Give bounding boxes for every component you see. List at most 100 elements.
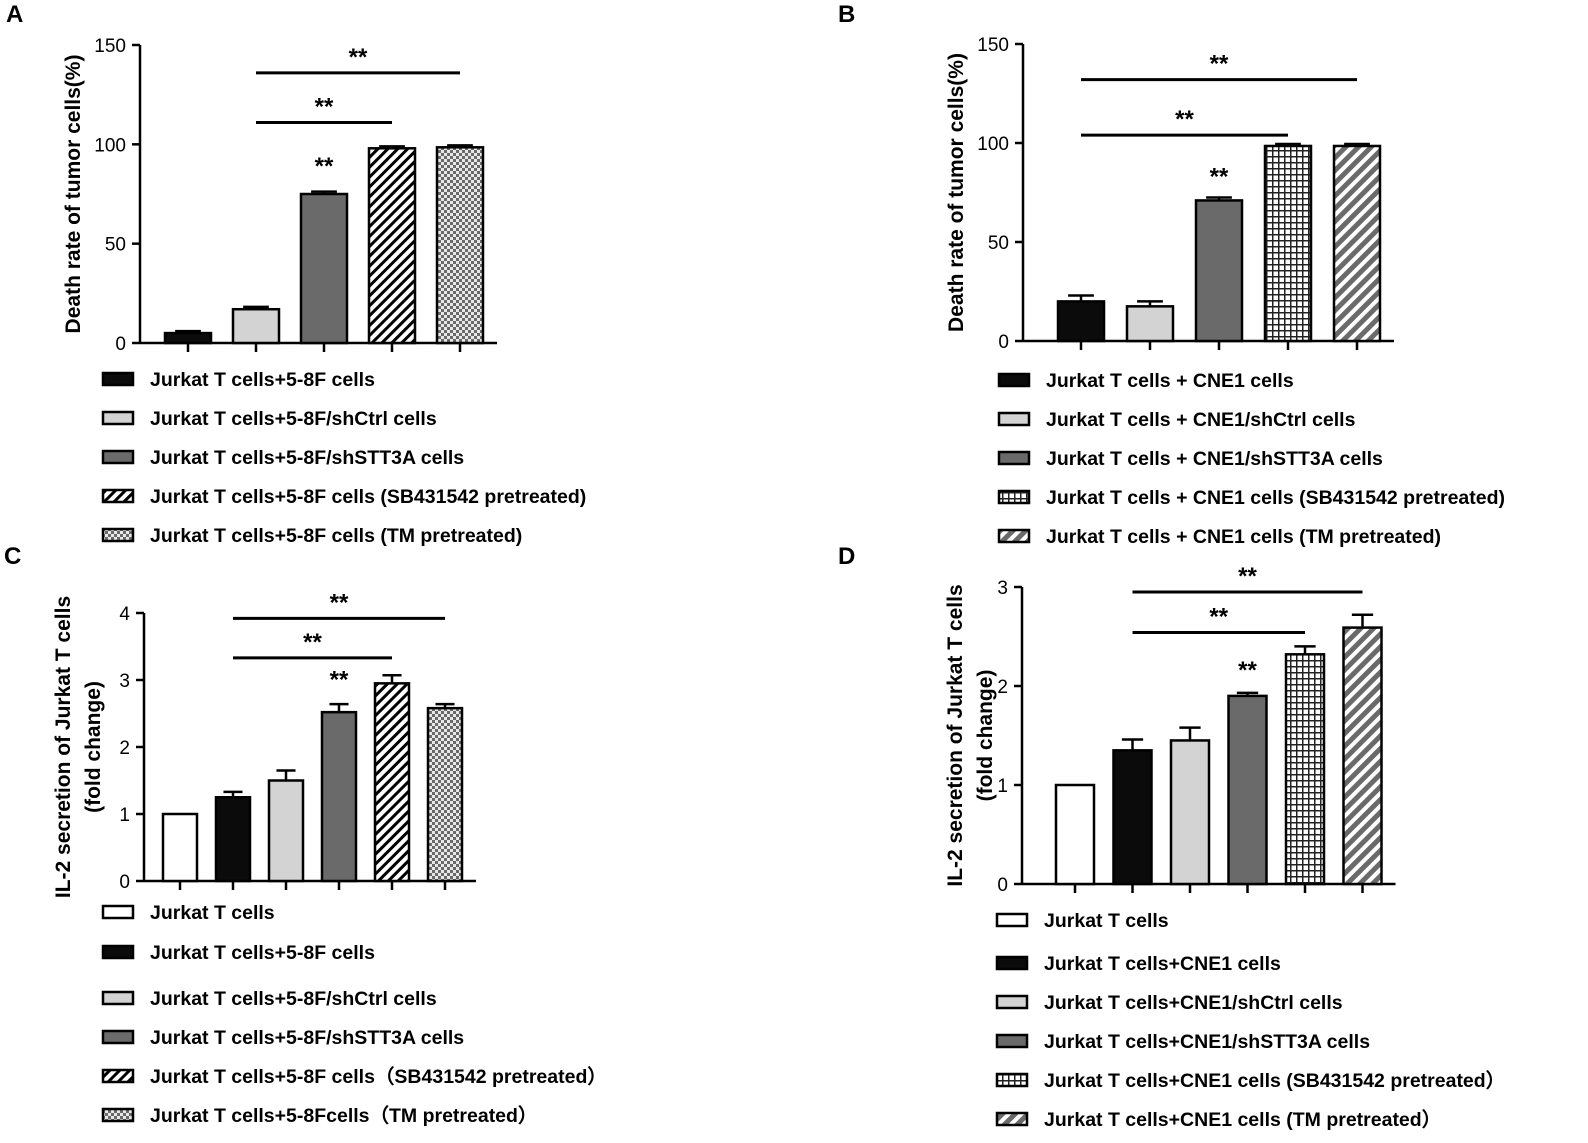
y-tick-label: 0 — [998, 332, 1009, 353]
legend-swatch — [995, 912, 1029, 928]
legend-label: Jurkat T cells+CNE1/shCtrl cells — [1044, 992, 1343, 1014]
y-tick-label: 2 — [997, 677, 1008, 698]
panel-label-c: C — [4, 543, 21, 570]
y-tick-label: 3 — [119, 671, 130, 692]
y-tick-label: 50 — [105, 235, 126, 256]
significance-label: ** — [1209, 604, 1228, 631]
y-axis-title: IL-2 secretion of Jurkat T cells — [944, 584, 967, 886]
legend-label: Jurkat T cells + CNE1/shCtrl cells — [1046, 409, 1356, 431]
y-tick-label: 0 — [119, 872, 130, 893]
legend-swatch — [101, 449, 135, 465]
bar — [299, 192, 349, 345]
legend-label: Jurkat T cells+5-8F cells — [150, 369, 375, 391]
legend-swatch — [101, 371, 135, 387]
panel-label-a: A — [6, 1, 23, 28]
y-tick-label: 100 — [94, 135, 126, 156]
legend-label: Jurkat T cells+5-8F cells（SB431542 pretr… — [150, 1065, 607, 1088]
bar — [163, 331, 213, 345]
legend-label: Jurkat T cells+5-8F/shSTT3A cells — [150, 1027, 464, 1049]
legend-label: Jurkat T cells+5-8F cells (SB431542 pret… — [150, 486, 586, 508]
legend-label: Jurkat T cells — [1044, 910, 1169, 932]
significance-label: ** — [330, 666, 349, 693]
significance-label: ** — [1238, 563, 1257, 590]
legend-label: Jurkat T cells + CNE1 cells (TM pretreat… — [1046, 526, 1441, 548]
legend-swatch — [101, 488, 135, 504]
significance-label: ** — [315, 93, 334, 120]
y-axis-title-line2: (fold change) — [82, 681, 105, 813]
y-tick-label: 0 — [115, 334, 126, 355]
chart-panel-c: 0 1 2 3 4 IL-2 secretion of Jurkat T cells (fo… — [52, 589, 607, 1127]
y-axis-title-line2: (fold change) — [974, 670, 997, 802]
legend-swatch — [997, 528, 1031, 544]
bar — [1125, 305, 1175, 343]
significance-label: ** — [330, 589, 349, 616]
y-tick-label: 1 — [997, 776, 1008, 797]
y-tick-label: 4 — [119, 604, 130, 625]
legend-swatch — [101, 527, 135, 543]
bar — [1263, 144, 1313, 343]
y-tick-label: 100 — [977, 134, 1009, 155]
legend-label: Jurkat T cells — [150, 902, 275, 924]
legend-swatch — [995, 955, 1029, 971]
legend-label: Jurkat T cells+CNE1 cells — [1044, 953, 1281, 975]
bar — [1056, 300, 1106, 343]
y-tick-label: 3 — [997, 578, 1008, 599]
legend-label: Jurkat T cells + CNE1 cells (SB431542 pr… — [1046, 487, 1505, 509]
legend-label: Jurkat T cells+5-8F/shSTT3A cells — [150, 447, 464, 469]
bar — [1112, 749, 1153, 886]
bar — [1194, 199, 1244, 343]
chart-panel-d: 0 1 2 3 IL-2 secretion of Jurkat T cells (fol… — [944, 563, 1505, 1131]
legend-swatch — [101, 944, 135, 960]
bar — [1227, 694, 1268, 886]
bar — [1284, 653, 1326, 886]
bar — [267, 779, 305, 883]
legend-swatch — [997, 450, 1031, 466]
legend-label: Jurkat T cells+5-8Fcells（TM pretreated） — [150, 1104, 537, 1127]
bar — [1054, 783, 1096, 886]
legend-swatch — [101, 990, 135, 1006]
legend-swatch — [997, 411, 1031, 427]
y-axis-title: Death rate of tumor cells(%) — [62, 55, 85, 334]
legend-swatch — [101, 1029, 135, 1045]
y-axis-title: Death rate of tumor cells(%) — [945, 53, 968, 332]
legend-swatch — [997, 372, 1031, 388]
legend-swatch — [101, 1107, 135, 1123]
legend-label: Jurkat T cells+5-8F/shCtrl cells — [150, 988, 437, 1010]
legend-label: Jurkat T cells+CNE1 cells (TM pretreated… — [1044, 1108, 1441, 1131]
y-tick-label: 0 — [997, 875, 1008, 896]
legend-label: Jurkat T cells+5-8F cells (TM pretreated… — [150, 525, 522, 547]
y-tick-label: 2 — [119, 738, 130, 759]
legend-swatch — [101, 410, 135, 426]
significance-label: ** — [349, 44, 368, 71]
legend-swatch — [995, 1072, 1029, 1088]
significance-label: ** — [1210, 164, 1229, 191]
legend-swatch — [995, 1033, 1029, 1049]
bar — [1169, 739, 1211, 886]
legend-swatch — [997, 489, 1031, 505]
legend-swatch — [101, 1068, 135, 1084]
bar — [320, 710, 358, 883]
chart-panel-a: 0 50 100 150 Death rate of tumor cells(%) ** *… — [62, 36, 586, 547]
legend-label: Jurkat T cells + CNE1/shSTT3A cells — [1046, 448, 1383, 470]
bar — [231, 307, 281, 345]
legend-swatch — [101, 904, 135, 920]
bar — [214, 796, 252, 883]
bar — [1332, 144, 1382, 343]
legend-label: Jurkat T cells + CNE1 cells — [1046, 370, 1294, 392]
legend-label: Jurkat T cells+CNE1 cells (SB431542 pret… — [1044, 1069, 1505, 1092]
y-tick-label: 50 — [988, 233, 1009, 254]
bar — [161, 812, 199, 883]
legend-label: Jurkat T cells+CNE1/shSTT3A cells — [1044, 1031, 1370, 1053]
significance-label: ** — [1210, 51, 1229, 78]
y-tick-label: 150 — [94, 36, 126, 57]
significance-label: ** — [1175, 106, 1194, 133]
panel-label-d: D — [838, 543, 855, 570]
chart-panel-b: 0 50 100 150 Death rate of tumor cells(%) ** *… — [945, 35, 1505, 548]
significance-label: ** — [303, 629, 322, 656]
legend-label: Jurkat T cells+5-8F cells — [150, 942, 375, 964]
legend-swatch — [995, 994, 1029, 1010]
bar — [373, 682, 411, 883]
y-tick-label: 1 — [119, 805, 130, 826]
bar — [1342, 626, 1383, 886]
